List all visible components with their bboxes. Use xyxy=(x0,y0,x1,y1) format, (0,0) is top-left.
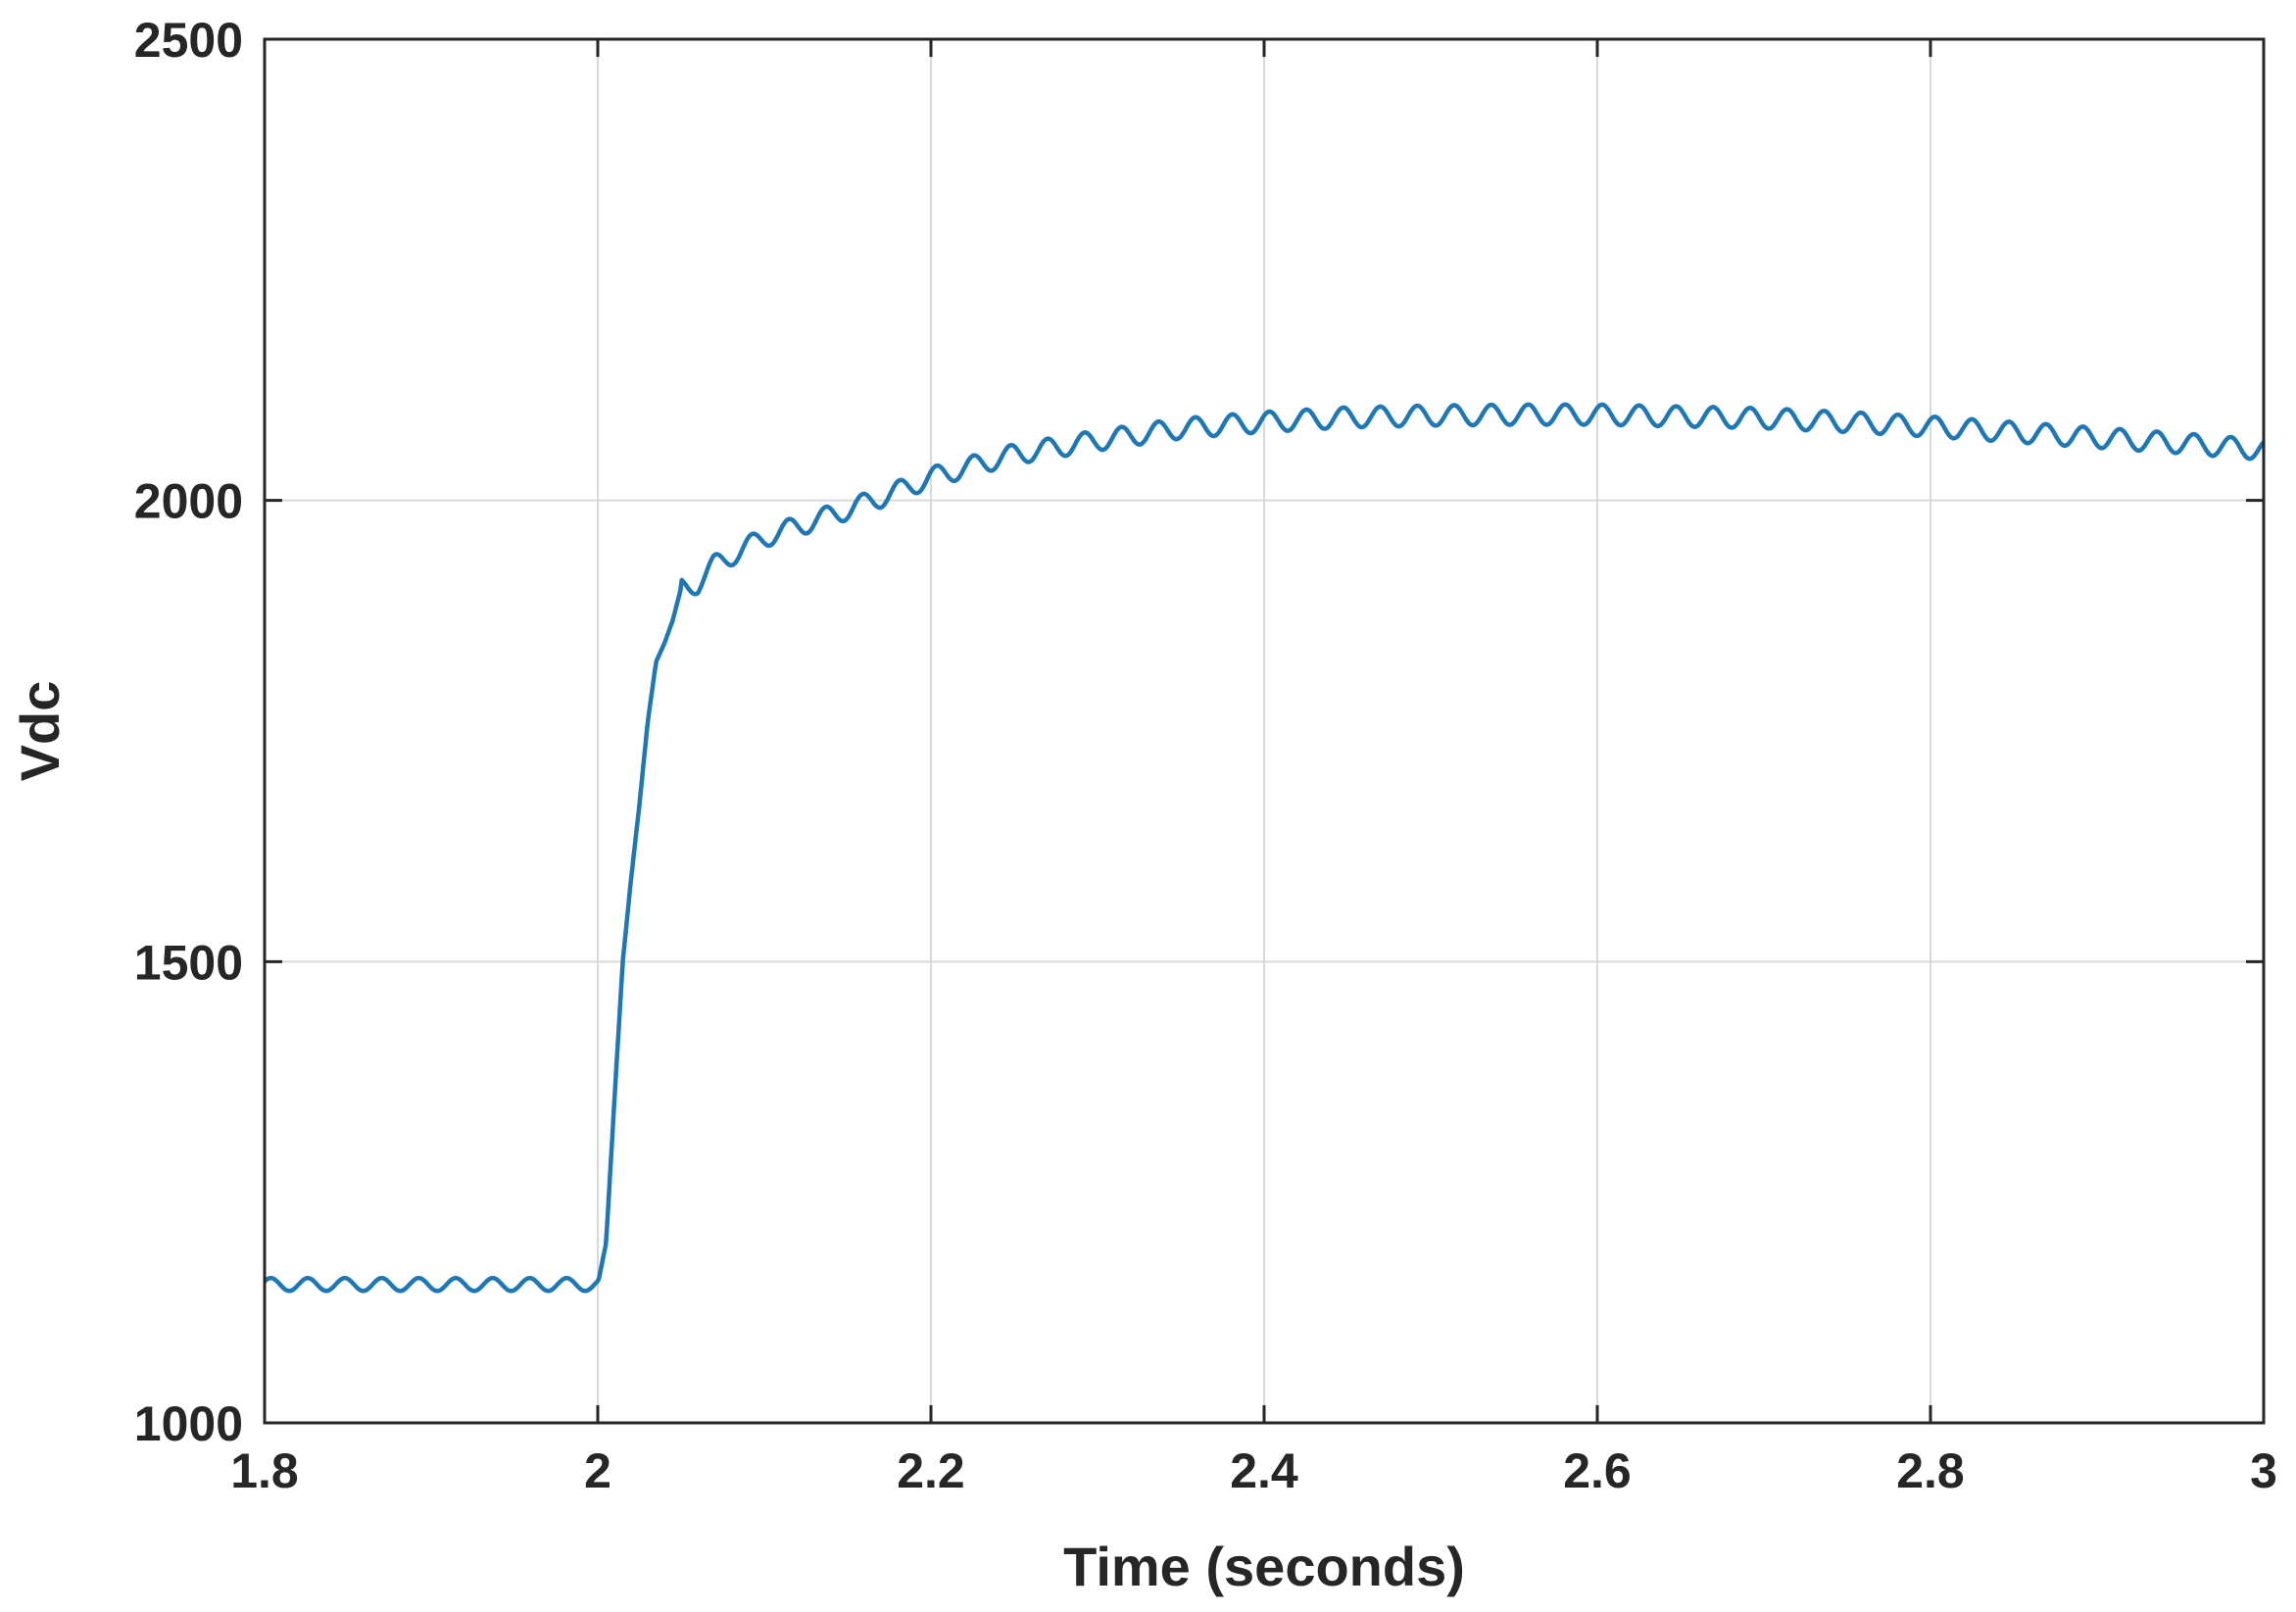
x-tick-label: 2.2 xyxy=(897,1443,965,1498)
series-layer xyxy=(263,402,2266,1294)
x-tick-label: 2.6 xyxy=(1563,1443,1632,1498)
x-axis-title: Time (seconds) xyxy=(1063,1536,1465,1597)
x-tick-label: 2 xyxy=(584,1443,611,1498)
y-tick-label: 1500 xyxy=(134,935,243,990)
x-tick-label: 2.8 xyxy=(1896,1443,1965,1498)
plot-frame xyxy=(263,37,2266,1425)
x-tick-label: 1.8 xyxy=(230,1443,299,1498)
y-tick-label: 2500 xyxy=(134,13,243,68)
tick-labels: 1.8 2 2.2 2.4 2.6 2.8 3 1000 1500 2000 2500 xyxy=(134,13,2277,1498)
x-tick-label: 3 xyxy=(2250,1443,2277,1498)
x-tick-label: 2.4 xyxy=(1230,1443,1298,1498)
vdc-series-line xyxy=(263,402,2266,1294)
y-tick-label: 2000 xyxy=(134,474,243,529)
y-tick-label: 1000 xyxy=(134,1396,243,1451)
y-axis-title: Vdc xyxy=(9,681,71,782)
